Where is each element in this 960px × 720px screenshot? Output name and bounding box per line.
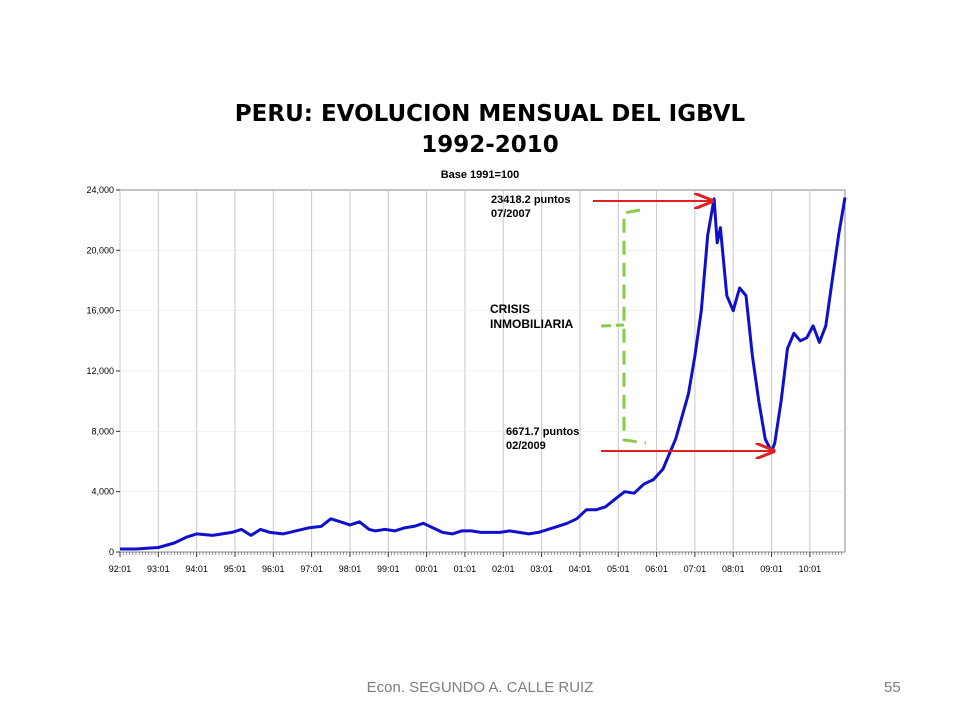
- page-number: 55: [884, 679, 901, 696]
- chart-title: PERU: EVOLUCION MENSUAL DEL IGBVL: [234, 101, 746, 127]
- y-tick-label: 24,000: [86, 185, 114, 195]
- x-tick-label: 04:01: [569, 564, 592, 574]
- x-tick-label: 09:01: [760, 564, 783, 574]
- x-tick-label: 98:01: [339, 564, 362, 574]
- x-tick-label: 01:01: [454, 564, 477, 574]
- y-tick-label: 16,000: [86, 306, 114, 316]
- annotation-trough-value: 6671.7 puntos: [506, 426, 580, 438]
- x-tick-label: 93:01: [147, 564, 170, 574]
- y-tick-label: 8,000: [91, 426, 114, 436]
- annotation-trough: 6671.7 puntos 02/2009: [506, 425, 579, 453]
- x-tick-label: 97:01: [300, 564, 323, 574]
- series-line-igbvl: [120, 197, 847, 551]
- annotation-crisis-line1: CRISIS: [490, 302, 531, 316]
- annotation-crisis: CRISIS INMOBILIARIA: [490, 302, 573, 332]
- x-tick-label: 96:01: [262, 564, 285, 574]
- x-tick-label: 05:01: [607, 564, 630, 574]
- x-tick-label: 06:01: [645, 564, 668, 574]
- annotation-peak-date: 07/2007: [491, 208, 531, 220]
- y-tick-label: 20,000: [86, 245, 114, 255]
- x-tick-label: 99:01: [377, 564, 400, 574]
- x-tick-label: 00:01: [415, 564, 438, 574]
- x-tick-label: 92:01: [109, 564, 132, 574]
- crisis-bracket: [622, 208, 647, 445]
- crisis-bracket-tick: [600, 323, 625, 328]
- base-note: Base 1991=100: [440, 169, 520, 181]
- y-tick-label: 12,000: [86, 366, 114, 376]
- y-tick-label: 4,000: [91, 487, 114, 497]
- x-tick-label: 02:01: [492, 564, 515, 574]
- x-tick-label: 10:01: [799, 564, 822, 574]
- annotation-peak: 23418.2 puntos 07/2007: [491, 193, 570, 221]
- x-tick-label: 95:01: [224, 564, 247, 574]
- x-tick-label: 94:01: [185, 564, 208, 574]
- x-tick-label: 03:01: [530, 564, 553, 574]
- footer-author: Econ. SEGUNDO A. CALLE RUIZ: [366, 679, 594, 696]
- x-tick-label: 08:01: [722, 564, 745, 574]
- chart-subtitle: 1992-2010: [421, 132, 559, 158]
- y-tick-label: 0: [109, 547, 114, 557]
- annotation-crisis-line2: INMOBILIARIA: [490, 317, 574, 331]
- annotation-trough-date: 02/2009: [506, 440, 546, 452]
- x-tick-label: 07:01: [684, 564, 707, 574]
- annotation-peak-value: 23418.2 puntos: [491, 194, 571, 206]
